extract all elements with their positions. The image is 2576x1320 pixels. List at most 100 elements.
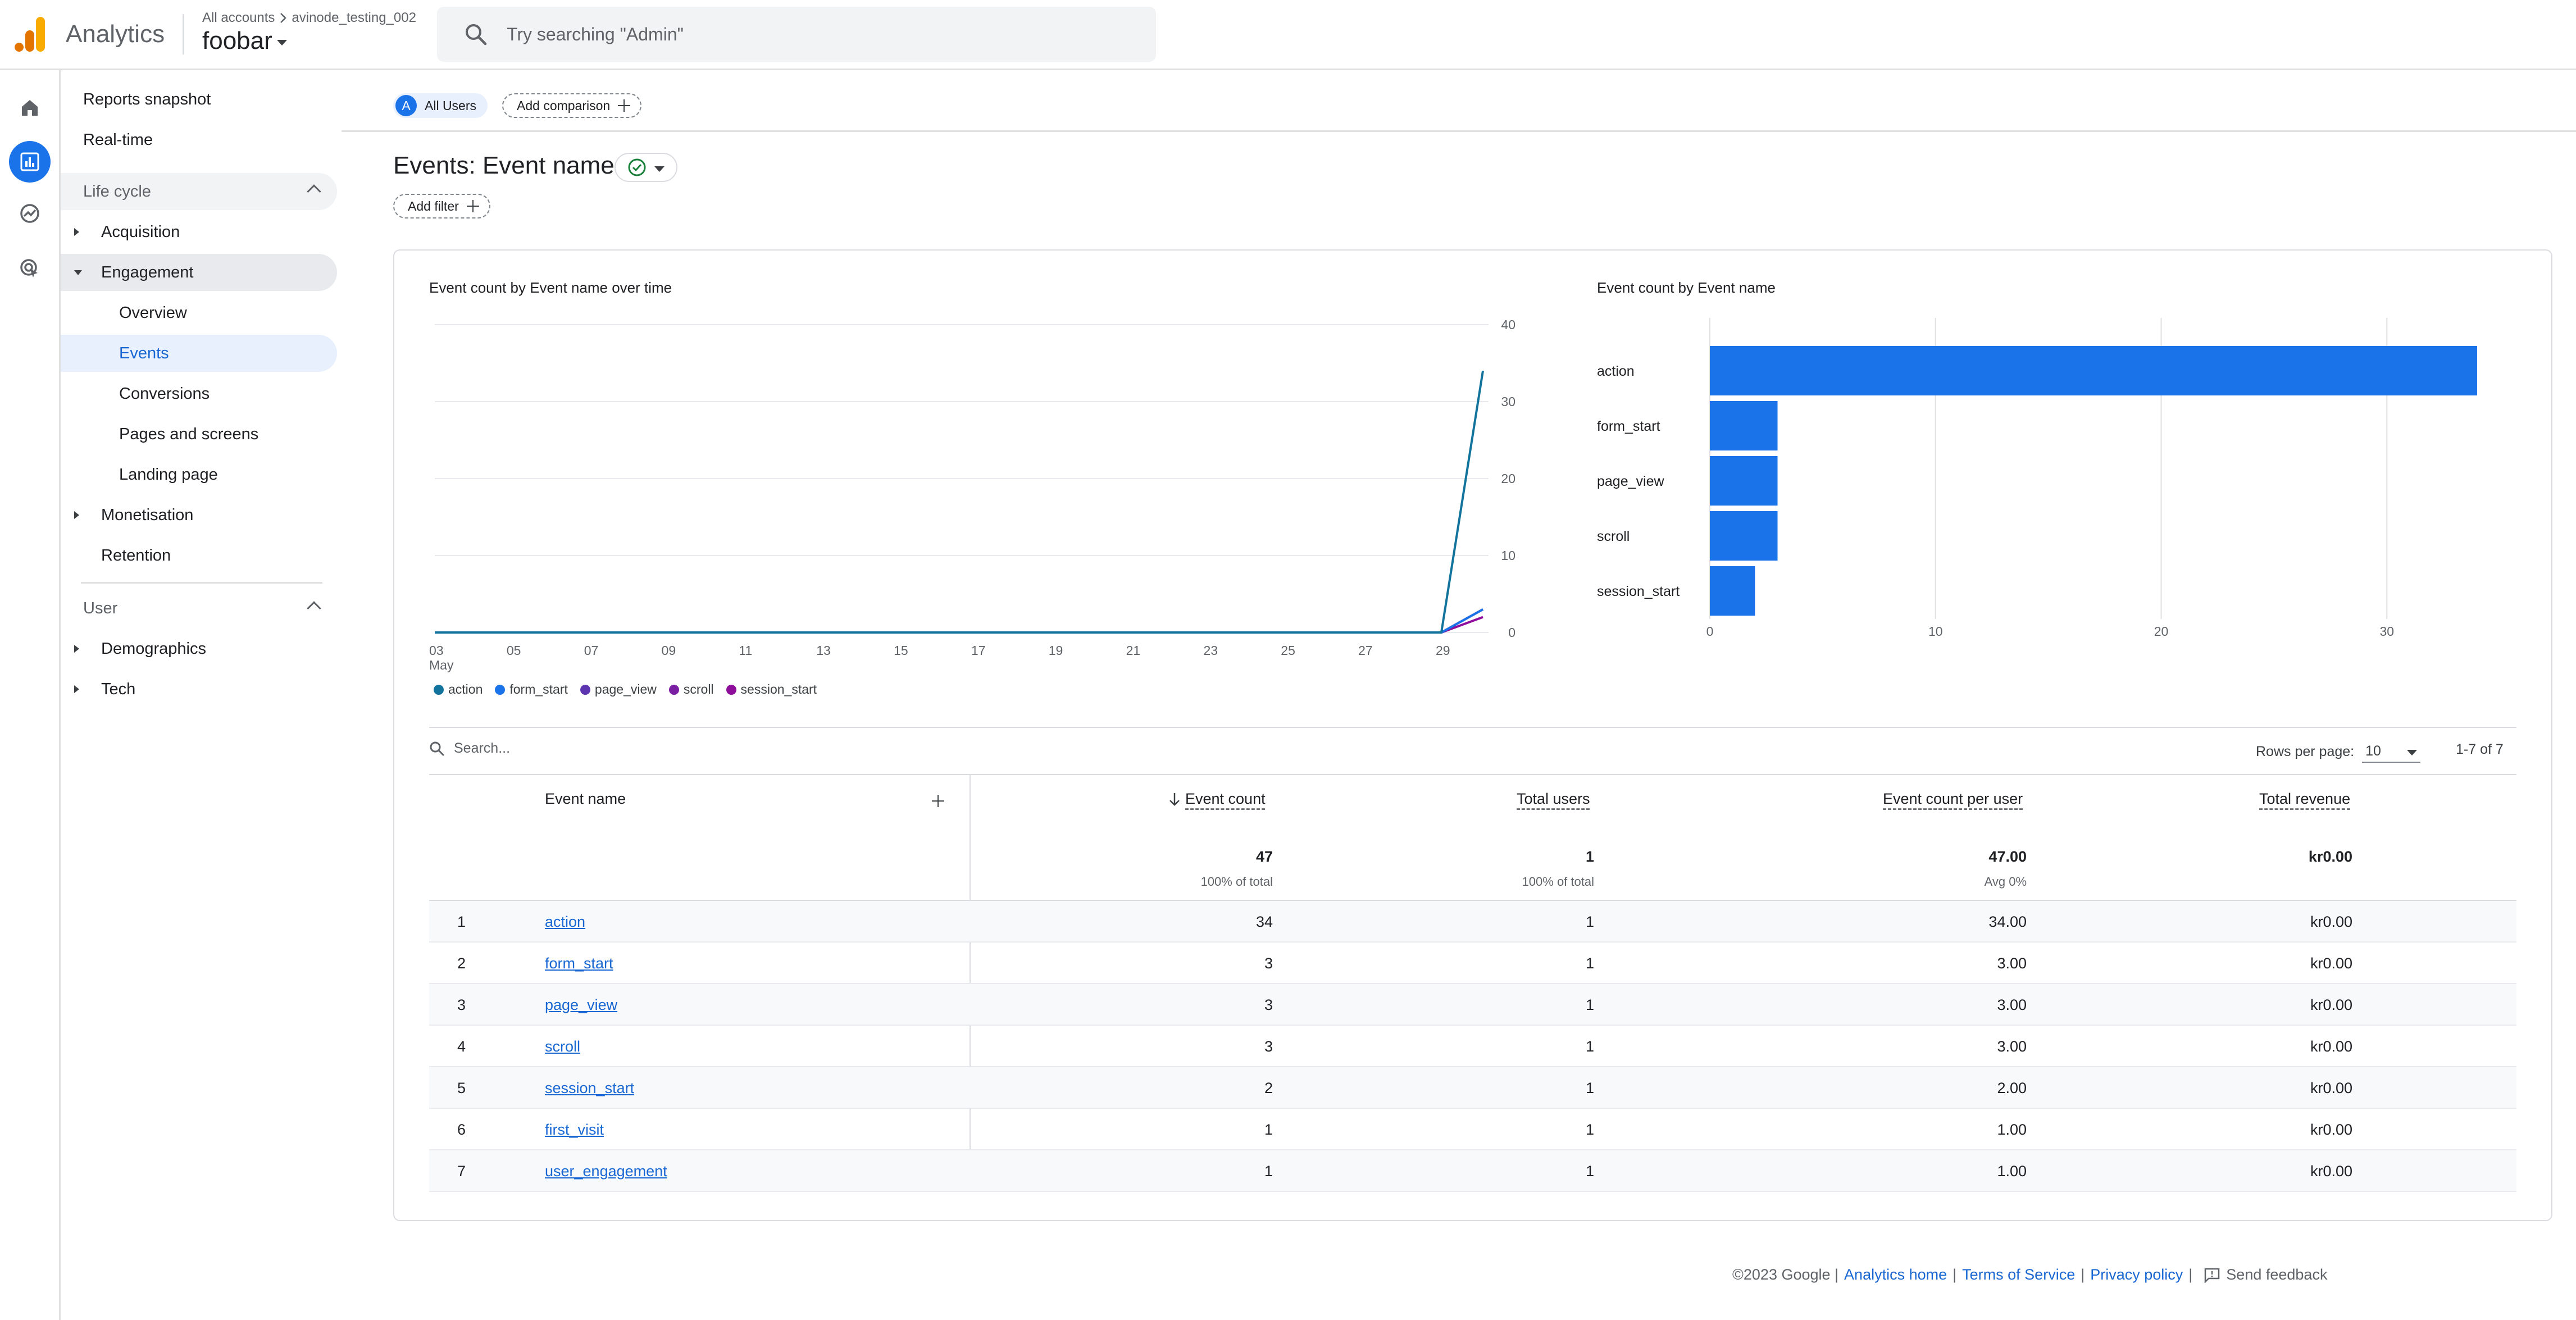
nav-monetisation[interactable]: Monetisation xyxy=(61,497,337,534)
legend-item[interactable]: action xyxy=(434,682,483,697)
topbar-divider xyxy=(183,14,184,54)
column-header-total-users[interactable]: Total users xyxy=(1517,790,1590,807)
caret-down-icon xyxy=(654,166,665,172)
footer-analytics-home-link[interactable]: Analytics home xyxy=(1844,1266,1947,1283)
table-row: 2 form_start 3 1 3.00 kr0.00 xyxy=(429,943,2516,984)
explore-icon xyxy=(20,204,39,223)
event-name-link[interactable]: action xyxy=(545,913,586,930)
total-event-count-sub: 100% of total xyxy=(1200,875,1273,889)
nav-label: Events xyxy=(119,344,169,362)
event-name-link[interactable]: first_visit xyxy=(545,1121,604,1138)
event-name-link[interactable]: form_start xyxy=(545,955,613,972)
nav-realtime[interactable]: Real-time xyxy=(61,121,337,158)
check-circle-icon xyxy=(628,158,646,176)
series-line-session_start[interactable] xyxy=(435,616,1483,634)
add-filter-button[interactable]: Add filter xyxy=(393,194,490,219)
rows-per-page-select[interactable]: 10 xyxy=(2362,740,2421,763)
search-input[interactable]: Try searching "Admin" xyxy=(437,7,1156,62)
event-name-link[interactable]: page_view xyxy=(545,996,618,1013)
event-name-link[interactable]: session_start xyxy=(545,1080,635,1096)
nav-reports-snapshot[interactable]: Reports snapshot xyxy=(61,81,337,118)
table-search[interactable]: Search... xyxy=(429,740,510,757)
bar-form_start[interactable] xyxy=(1710,401,1778,450)
legend-item[interactable]: session_start xyxy=(726,682,817,697)
event-name-link[interactable]: user_engagement xyxy=(545,1163,667,1180)
event-count-cell: 3 xyxy=(1264,955,1273,972)
expand-arrow-icon xyxy=(74,228,79,236)
row-index: 3 xyxy=(457,996,466,1013)
nav-engagement[interactable]: Engagement xyxy=(61,254,337,291)
property-selector[interactable]: foobar xyxy=(202,27,287,55)
comparison-all-users[interactable]: A All Users xyxy=(393,93,488,118)
revenue-cell: kr0.00 xyxy=(2310,1163,2352,1180)
sidebar-divider xyxy=(81,582,322,584)
nav-conversions[interactable]: Conversions xyxy=(61,375,337,412)
x-tick-label: 29 xyxy=(1436,643,1450,658)
search-icon xyxy=(466,24,487,45)
column-header-label: Event count xyxy=(1185,790,1266,807)
column-header-event-name[interactable]: Event name xyxy=(545,790,626,807)
legend-item[interactable]: page_view xyxy=(580,682,657,697)
event-name-link[interactable]: scroll xyxy=(545,1038,581,1055)
caret-down-icon xyxy=(2407,750,2418,755)
revenue-cell: kr0.00 xyxy=(2310,1080,2352,1096)
nav-section-user[interactable]: User xyxy=(61,590,337,627)
explore-button[interactable] xyxy=(9,193,51,234)
legend-item[interactable]: form_start xyxy=(495,682,568,697)
add-comparison-button[interactable]: Add comparison xyxy=(502,93,642,118)
total-users-cell: 1 xyxy=(1585,996,1594,1013)
nav-label: Monetisation xyxy=(101,506,194,524)
event-count-cell: 2 xyxy=(1264,1080,1273,1096)
footer: ©2023 Google | Analytics home | Terms of… xyxy=(1732,1266,2327,1283)
reports-button[interactable] xyxy=(9,141,51,183)
legend-label: page_view xyxy=(594,682,657,697)
home-button[interactable] xyxy=(9,87,51,129)
nav-landing-page[interactable]: Landing page xyxy=(61,456,337,493)
expand-arrow-icon xyxy=(74,685,79,693)
account-breadcrumb[interactable]: All accounts avinode_testing_002 xyxy=(202,10,416,26)
nav-pages-screens[interactable]: Pages and screens xyxy=(61,416,337,453)
x-tick-label: 23 xyxy=(1203,643,1218,658)
nav-overview[interactable]: Overview xyxy=(61,294,337,331)
bar-scroll[interactable] xyxy=(1710,511,1778,561)
nav-label: Overview xyxy=(119,303,187,322)
footer-separator: | xyxy=(2081,1266,2085,1283)
nav-demographics[interactable]: Demographics xyxy=(61,630,337,667)
crumb-account[interactable]: avinode_testing_002 xyxy=(292,10,416,25)
report-status-menu[interactable] xyxy=(615,153,677,182)
bar-action[interactable] xyxy=(1710,346,2477,395)
per-user-cell: 2.00 xyxy=(1997,1080,2027,1096)
nav-section-lifecycle[interactable]: Life cycle xyxy=(61,173,337,210)
series-line-form_start[interactable] xyxy=(435,608,1483,634)
analytics-logo-icon[interactable] xyxy=(15,17,46,52)
bar-page_view[interactable] xyxy=(1710,456,1778,506)
legend-dot xyxy=(580,684,590,695)
nav-retention[interactable]: Retention xyxy=(61,537,337,574)
per-user-cell: 1.00 xyxy=(1997,1121,2027,1138)
legend-item[interactable]: scroll xyxy=(668,682,714,697)
bar-chart-title: Event count by Event name xyxy=(1597,279,1776,296)
nav-events[interactable]: Events xyxy=(61,335,337,372)
column-header-per-user[interactable]: Event count per user xyxy=(1883,790,2023,807)
column-header-event-count[interactable]: Event count xyxy=(1168,790,1266,808)
advertising-button[interactable] xyxy=(9,248,51,289)
send-feedback-label: Send feedback xyxy=(2226,1266,2328,1283)
legend-label: session_start xyxy=(740,682,817,697)
send-feedback-button[interactable]: Send feedback xyxy=(2204,1266,2327,1283)
comparison-divider xyxy=(342,130,2576,132)
column-header-revenue[interactable]: Total revenue xyxy=(2259,790,2351,807)
series-line-scroll[interactable] xyxy=(435,608,1483,634)
add-dimension-icon[interactable] xyxy=(932,795,944,807)
crumb-all-accounts[interactable]: All accounts xyxy=(202,10,275,25)
footer-separator: | xyxy=(1953,1266,1957,1283)
series-line-page_view[interactable] xyxy=(435,608,1483,634)
x-tick-label: 25 xyxy=(1281,643,1295,658)
footer-privacy-link[interactable]: Privacy policy xyxy=(2090,1266,2183,1283)
bar-session_start[interactable] xyxy=(1710,566,1755,616)
row-index: 7 xyxy=(457,1163,466,1180)
total-per-user: 47.00 xyxy=(1988,848,2027,865)
nav-acquisition[interactable]: Acquisition xyxy=(61,213,337,251)
series-line-action[interactable] xyxy=(435,370,1484,634)
footer-terms-link[interactable]: Terms of Service xyxy=(1962,1266,2076,1283)
nav-tech[interactable]: Tech xyxy=(61,671,337,708)
